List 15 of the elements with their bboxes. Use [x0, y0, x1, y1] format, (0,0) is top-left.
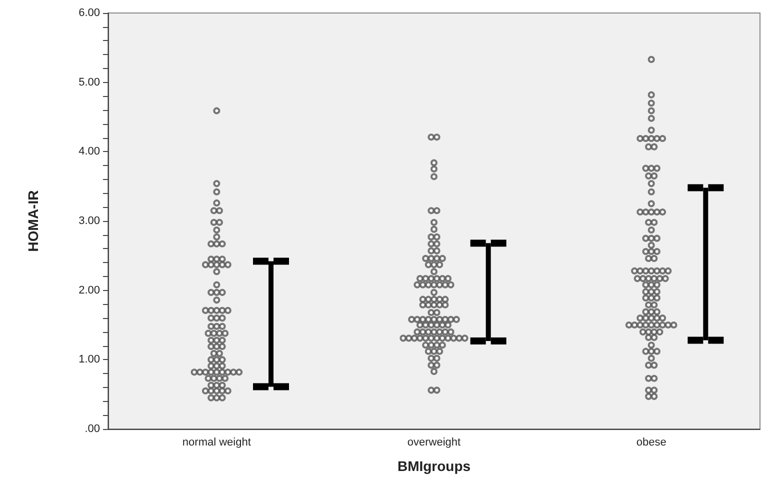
bar	[268, 261, 274, 387]
y-axis-title: HOMA-IR	[25, 190, 41, 252]
y-tick-label: 4.00	[78, 146, 100, 158]
y-tick-label: 1.00	[78, 354, 100, 366]
y-tick-label: 2.00	[78, 284, 100, 296]
y-tick-label: 3.00	[78, 215, 100, 227]
y-tick-label: .00	[84, 423, 100, 435]
bar	[703, 188, 708, 340]
x-tick-label: overweight	[407, 436, 461, 448]
y-tick-label: 6.00	[78, 7, 100, 19]
x-tick-label: normal weight	[182, 436, 251, 448]
x-axis-title: BMIgroups	[397, 458, 471, 474]
y-tick-label: 5.00	[78, 76, 100, 88]
x-tick-label: obese	[636, 436, 666, 448]
bar	[486, 243, 491, 341]
